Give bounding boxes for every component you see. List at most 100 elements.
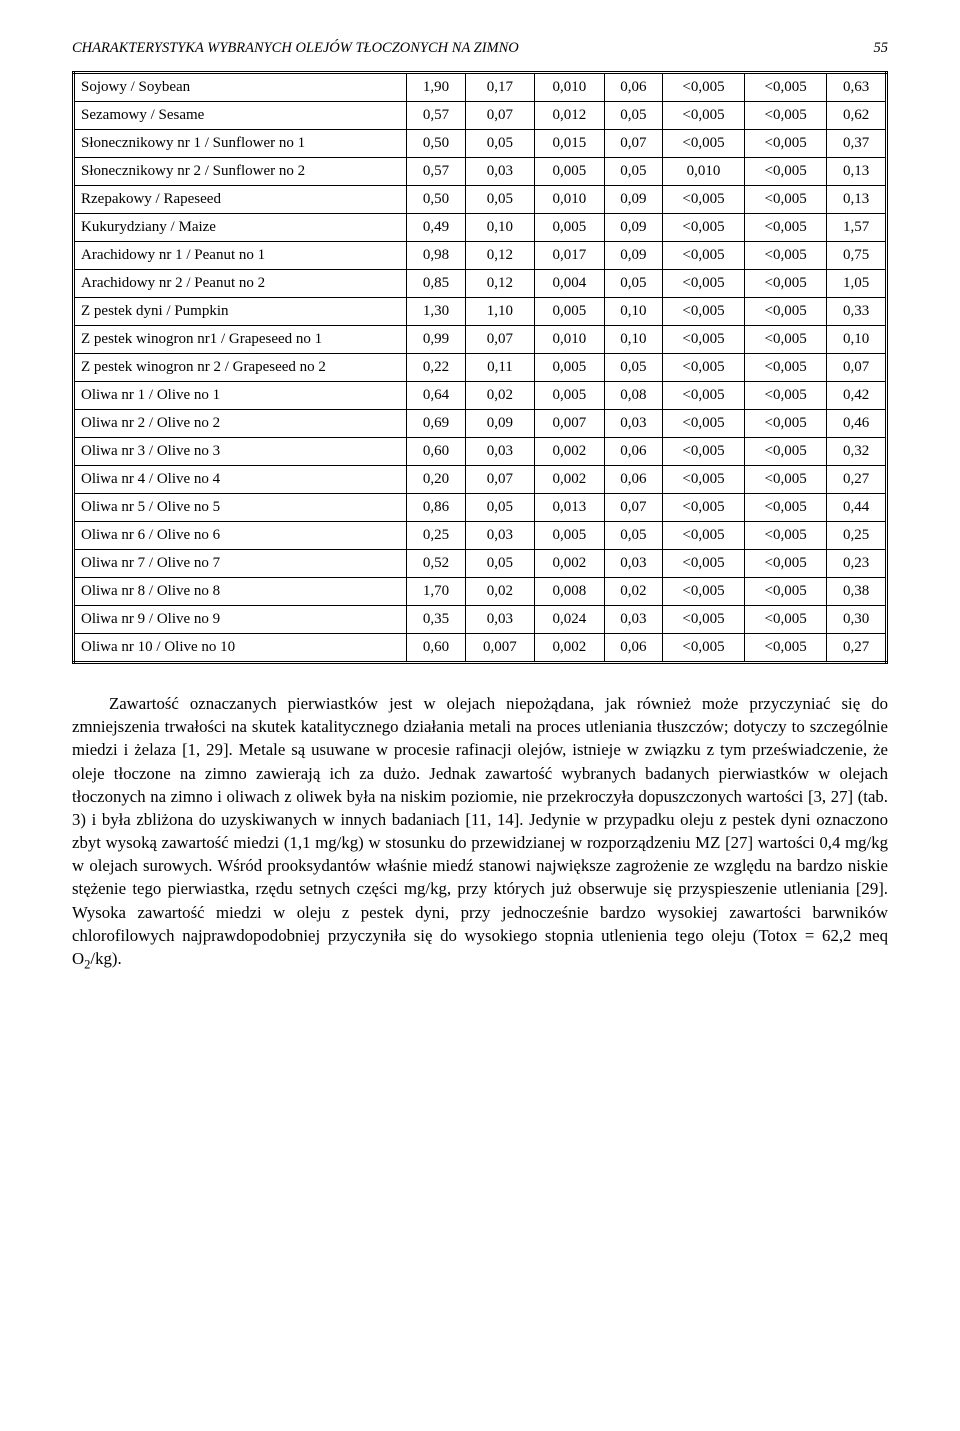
- cell-value: 0,05: [604, 354, 662, 382]
- row-label: Oliwa nr 2 / Olive no 2: [74, 410, 407, 438]
- running-title: CHARAKTERYSTYKA WYBRANYCH OLEJÓW TŁOCZON…: [72, 40, 519, 57]
- cell-value: 0,10: [604, 298, 662, 326]
- cell-value: 0,007: [465, 634, 534, 663]
- body-paragraph: Zawartość oznaczanych pierwiastków jest …: [72, 692, 888, 974]
- page-container: CHARAKTERYSTYKA WYBRANYCH OLEJÓW TŁOCZON…: [0, 0, 960, 1034]
- cell-value: 0,005: [535, 158, 604, 186]
- paragraph-text-post: /kg).: [90, 949, 121, 968]
- cell-value: 0,004: [535, 270, 604, 298]
- cell-value: 0,49: [407, 214, 465, 242]
- cell-value: <0,005: [662, 550, 744, 578]
- row-label: Rzepakowy / Rapeseed: [74, 186, 407, 214]
- cell-value: 0,015: [535, 130, 604, 158]
- table-row: Oliwa nr 2 / Olive no 20,690,090,0070,03…: [74, 410, 887, 438]
- cell-value: 0,63: [827, 73, 887, 102]
- row-label: Arachidowy nr 2 / Peanut no 2: [74, 270, 407, 298]
- cell-value: <0,005: [745, 550, 827, 578]
- row-label: Sojowy / Soybean: [74, 73, 407, 102]
- cell-value: 0,013: [535, 494, 604, 522]
- cell-value: 0,05: [604, 522, 662, 550]
- cell-value: <0,005: [662, 438, 744, 466]
- cell-value: 0,10: [465, 214, 534, 242]
- cell-value: 0,23: [827, 550, 887, 578]
- cell-value: 0,08: [604, 382, 662, 410]
- cell-value: 0,05: [465, 494, 534, 522]
- row-label: Oliwa nr 10 / Olive no 10: [74, 634, 407, 663]
- cell-value: 0,11: [465, 354, 534, 382]
- cell-value: <0,005: [662, 130, 744, 158]
- cell-value: 0,005: [535, 214, 604, 242]
- cell-value: 0,12: [465, 242, 534, 270]
- table-row: Z pestek winogron nr 2 / Grapeseed no 20…: [74, 354, 887, 382]
- row-label: Oliwa nr 1 / Olive no 1: [74, 382, 407, 410]
- table-row: Słonecznikowy nr 2 / Sunflower no 20,570…: [74, 158, 887, 186]
- row-label: Kukurydziany / Maize: [74, 214, 407, 242]
- cell-value: 1,30: [407, 298, 465, 326]
- cell-value: 0,07: [465, 466, 534, 494]
- cell-value: 0,03: [465, 438, 534, 466]
- cell-value: 0,07: [827, 354, 887, 382]
- cell-value: 0,002: [535, 550, 604, 578]
- cell-value: 1,90: [407, 73, 465, 102]
- cell-value: 0,52: [407, 550, 465, 578]
- cell-value: 0,03: [465, 158, 534, 186]
- cell-value: 0,05: [604, 158, 662, 186]
- cell-value: 0,10: [604, 326, 662, 354]
- cell-value: <0,005: [662, 634, 744, 663]
- cell-value: 1,10: [465, 298, 534, 326]
- cell-value: 0,02: [465, 578, 534, 606]
- table-row: Arachidowy nr 2 / Peanut no 20,850,120,0…: [74, 270, 887, 298]
- table-row: Kukurydziany / Maize0,490,100,0050,09<0,…: [74, 214, 887, 242]
- cell-value: 1,70: [407, 578, 465, 606]
- cell-value: 0,03: [604, 550, 662, 578]
- cell-value: 0,20: [407, 466, 465, 494]
- table-row: Oliwa nr 9 / Olive no 90,350,030,0240,03…: [74, 606, 887, 634]
- cell-value: 0,06: [604, 73, 662, 102]
- row-label: Słonecznikowy nr 1 / Sunflower no 1: [74, 130, 407, 158]
- cell-value: 0,017: [535, 242, 604, 270]
- cell-value: 0,30: [827, 606, 887, 634]
- cell-value: 0,005: [535, 522, 604, 550]
- cell-value: 0,03: [465, 606, 534, 634]
- cell-value: 0,012: [535, 102, 604, 130]
- cell-value: <0,005: [662, 466, 744, 494]
- cell-value: <0,005: [745, 606, 827, 634]
- cell-value: 0,05: [465, 186, 534, 214]
- cell-value: 0,09: [604, 242, 662, 270]
- table-row: Oliwa nr 1 / Olive no 10,640,020,0050,08…: [74, 382, 887, 410]
- cell-value: 1,57: [827, 214, 887, 242]
- cell-value: <0,005: [745, 102, 827, 130]
- cell-value: 0,007: [535, 410, 604, 438]
- cell-value: 0,024: [535, 606, 604, 634]
- row-label: Arachidowy nr 1 / Peanut no 1: [74, 242, 407, 270]
- row-label: Oliwa nr 4 / Olive no 4: [74, 466, 407, 494]
- cell-value: <0,005: [745, 438, 827, 466]
- cell-value: 0,99: [407, 326, 465, 354]
- cell-value: <0,005: [662, 354, 744, 382]
- cell-value: <0,005: [662, 494, 744, 522]
- cell-value: <0,005: [662, 382, 744, 410]
- cell-value: 0,05: [465, 550, 534, 578]
- cell-value: 0,07: [604, 130, 662, 158]
- cell-value: 0,69: [407, 410, 465, 438]
- cell-value: 0,005: [535, 382, 604, 410]
- table-row: Z pestek winogron nr1 / Grapeseed no 10,…: [74, 326, 887, 354]
- cell-value: 0,62: [827, 102, 887, 130]
- cell-value: <0,005: [745, 326, 827, 354]
- cell-value: <0,005: [745, 382, 827, 410]
- cell-value: 0,002: [535, 634, 604, 663]
- cell-value: 0,005: [535, 354, 604, 382]
- cell-value: 0,02: [604, 578, 662, 606]
- cell-value: 0,010: [535, 186, 604, 214]
- cell-value: <0,005: [662, 606, 744, 634]
- cell-value: <0,005: [745, 410, 827, 438]
- cell-value: <0,005: [745, 242, 827, 270]
- cell-value: 0,60: [407, 634, 465, 663]
- cell-value: 0,002: [535, 466, 604, 494]
- cell-value: <0,005: [662, 410, 744, 438]
- table-row: Oliwa nr 5 / Olive no 50,860,050,0130,07…: [74, 494, 887, 522]
- cell-value: <0,005: [662, 214, 744, 242]
- cell-value: <0,005: [745, 214, 827, 242]
- cell-value: <0,005: [745, 130, 827, 158]
- cell-value: 0,06: [604, 634, 662, 663]
